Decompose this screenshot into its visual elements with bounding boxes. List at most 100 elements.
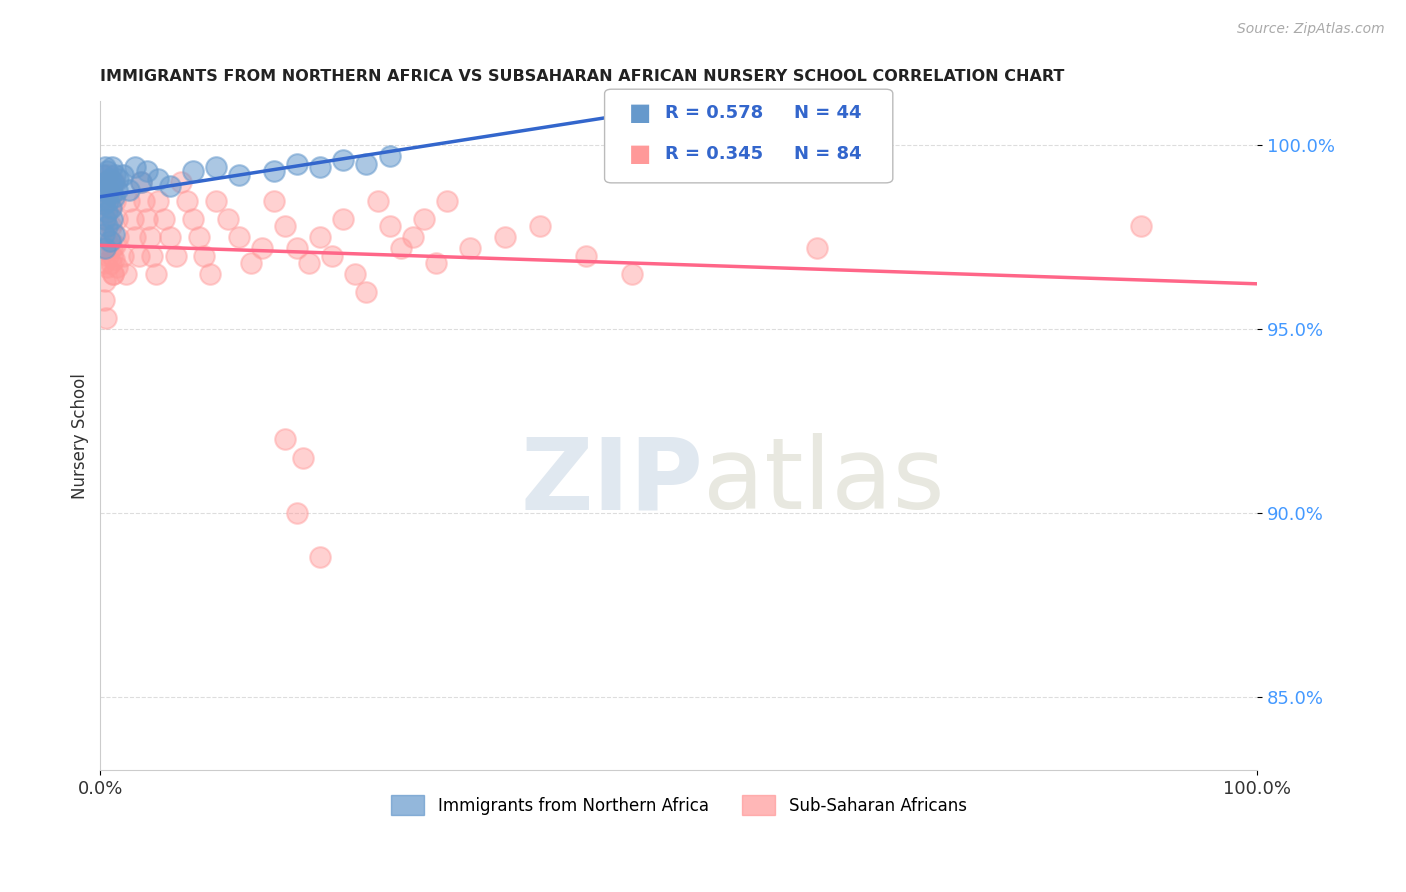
Point	[112, 168, 135, 182]
Point	[401, 230, 423, 244]
Point	[425, 256, 447, 270]
Point	[145, 267, 167, 281]
Text: IMMIGRANTS FROM NORTHERN AFRICA VS SUBSAHARAN AFRICAN NURSERY SCHOOL CORRELATION: IMMIGRANTS FROM NORTHERN AFRICA VS SUBSA…	[100, 69, 1064, 84]
Legend: Immigrants from Northern Africa, Sub-Saharan Africans: Immigrants from Northern Africa, Sub-Sah…	[384, 789, 973, 822]
Point	[93, 197, 115, 211]
Point	[91, 168, 114, 182]
Point	[356, 157, 378, 171]
Text: ■: ■	[628, 143, 651, 166]
Point	[181, 211, 204, 226]
Point	[217, 211, 239, 226]
Point	[165, 249, 187, 263]
Point	[104, 194, 127, 208]
Point	[356, 285, 378, 300]
Text: R = 0.345: R = 0.345	[665, 145, 763, 163]
Point	[94, 211, 117, 226]
Point	[378, 149, 401, 163]
Point	[148, 194, 170, 208]
Point	[100, 256, 122, 270]
Point	[124, 161, 146, 175]
Point	[309, 549, 332, 564]
Point	[103, 175, 125, 189]
Point	[297, 256, 319, 270]
Text: ■: ■	[628, 102, 651, 125]
Point	[100, 201, 122, 215]
Point	[97, 249, 120, 263]
Point	[96, 260, 118, 274]
Point	[107, 171, 129, 186]
Point	[332, 211, 354, 226]
Text: N = 44: N = 44	[794, 104, 862, 122]
Point	[285, 241, 308, 255]
Point	[205, 161, 228, 175]
Point	[94, 274, 117, 288]
Point	[436, 194, 458, 208]
Text: R = 0.578: R = 0.578	[665, 104, 763, 122]
Point	[378, 219, 401, 234]
Point	[367, 194, 389, 208]
Point	[103, 227, 125, 241]
Point	[263, 164, 285, 178]
Point	[114, 267, 136, 281]
Point	[121, 211, 143, 226]
Point	[105, 182, 128, 196]
Point	[135, 211, 157, 226]
Point	[94, 161, 117, 175]
Point	[187, 230, 209, 244]
Point	[139, 230, 162, 244]
Text: Source: ZipAtlas.com: Source: ZipAtlas.com	[1237, 22, 1385, 37]
Point	[285, 506, 308, 520]
Point	[93, 194, 115, 208]
Point	[274, 219, 297, 234]
Point	[494, 230, 516, 244]
Text: N = 84: N = 84	[794, 145, 862, 163]
Point	[460, 241, 482, 255]
Point	[93, 227, 115, 241]
Point	[1130, 219, 1153, 234]
Point	[101, 241, 124, 255]
Point	[97, 182, 120, 196]
Point	[103, 252, 125, 267]
Point	[91, 175, 114, 189]
Point	[112, 249, 135, 263]
Point	[228, 230, 250, 244]
Point	[159, 178, 181, 193]
Point	[193, 249, 215, 263]
Point	[274, 433, 297, 447]
Point	[96, 164, 118, 178]
Point	[96, 168, 118, 182]
Point	[148, 171, 170, 186]
Point	[94, 311, 117, 326]
Point	[104, 168, 127, 182]
Point	[176, 194, 198, 208]
Point	[101, 175, 124, 189]
Point	[93, 256, 115, 270]
Point	[332, 153, 354, 168]
Point	[153, 211, 176, 226]
Point	[94, 241, 117, 255]
Point	[389, 241, 412, 255]
Point	[94, 190, 117, 204]
Point	[101, 186, 124, 201]
Point	[100, 219, 122, 234]
Point	[98, 201, 121, 215]
Point	[105, 211, 128, 226]
Point	[98, 234, 121, 248]
Point	[128, 249, 150, 263]
Point	[124, 230, 146, 244]
Point	[228, 168, 250, 182]
Point	[100, 178, 122, 193]
Point	[94, 175, 117, 189]
Point	[263, 194, 285, 208]
Point	[97, 194, 120, 208]
Point	[118, 182, 141, 196]
Y-axis label: Nursery School: Nursery School	[72, 373, 89, 499]
Point	[291, 450, 314, 465]
Point	[93, 293, 115, 307]
Point	[575, 249, 598, 263]
Point	[621, 267, 644, 281]
Text: atlas: atlas	[703, 434, 945, 530]
Point	[101, 249, 124, 263]
Point	[413, 211, 436, 226]
Point	[159, 230, 181, 244]
